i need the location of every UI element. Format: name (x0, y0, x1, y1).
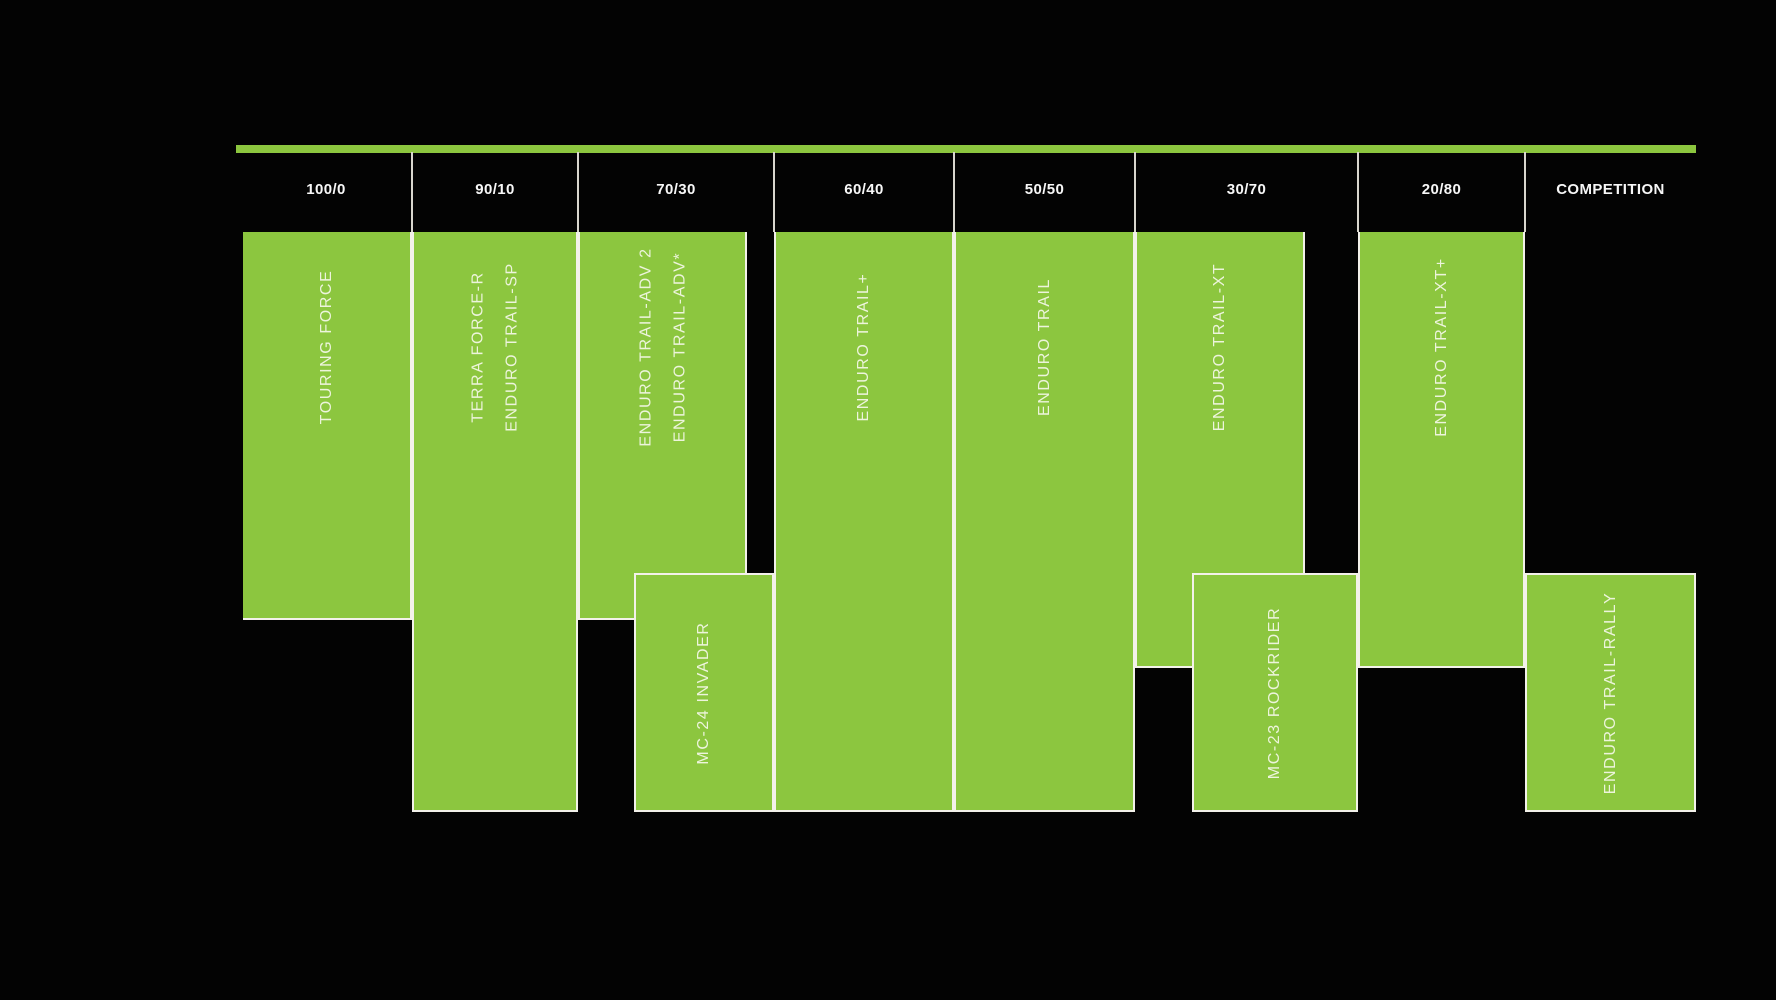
bar-label: TERRA FORCE-R ENDURO TRAIL-SP (469, 262, 520, 432)
column-header-label: 90/10 (475, 180, 515, 198)
column-header-competition: COMPETITION (1525, 153, 1696, 225)
bar-enduro-trail-rally: ENDURO TRAIL-RALLY (1525, 573, 1696, 812)
bar-mc-24-invader: MC-24 INVADER (634, 573, 774, 812)
column-header-20-80: 20/80 (1358, 153, 1525, 225)
column-header-label: COMPETITION (1556, 180, 1665, 198)
column-divider (411, 152, 413, 232)
column-header-label: 100/0 (306, 180, 346, 198)
column-header-30-70: 30/70 (1135, 153, 1358, 225)
column-header-60-40: 60/40 (774, 153, 954, 225)
bar-label: ENDURO TRAIL-XT (1211, 262, 1229, 432)
column-divider (773, 152, 775, 232)
column-header-label: 60/40 (844, 180, 884, 198)
bar-label: MC-23 ROCKRIDER (1266, 606, 1284, 779)
column-header-label: 30/70 (1226, 180, 1267, 198)
column-header-label: 50/50 (1024, 180, 1065, 198)
bar-label: MC-24 INVADER (695, 620, 713, 765)
bar-enduro-trail-plus: ENDURO TRAIL+ (774, 232, 954, 812)
column-header-70-30: 70/30 (578, 153, 774, 225)
bar-enduro-trail: ENDURO TRAIL (954, 232, 1135, 812)
bar-touring-force: TOURING FORCE (243, 232, 412, 620)
bar-mc-23-rockrider: MC-23 ROCKRIDER (1192, 573, 1358, 812)
column-divider (577, 152, 579, 232)
bar-label: ENDURO TRAIL-XT+ (1432, 257, 1450, 437)
column-header-90-10: 90/10 (412, 153, 578, 225)
column-divider (1134, 152, 1136, 232)
bar-enduro-trail-adv: ENDURO TRAIL-ADV 2 ENDURO TRAIL-ADV* (578, 232, 747, 620)
column-divider (1524, 152, 1526, 232)
column-divider (1357, 152, 1359, 232)
column-header-label: 70/30 (656, 180, 696, 198)
bar-label: ENDURO TRAIL-ADV 2 ENDURO TRAIL-ADV* (636, 247, 688, 447)
bar-label: ENDURO TRAIL (1035, 277, 1053, 417)
column-header-100-0: 100/0 (240, 153, 412, 225)
bar-label: ENDURO TRAIL+ (855, 272, 873, 422)
bar-label: ENDURO TRAIL-RALLY (1601, 591, 1619, 794)
bar-label: TOURING FORCE (317, 269, 335, 425)
header-accent-line (236, 145, 1696, 153)
bar-enduro-trail-xt-plus: ENDURO TRAIL-XT+ (1358, 232, 1525, 668)
column-header-label: 20/80 (1421, 180, 1462, 198)
bar-terra-force-r: TERRA FORCE-R ENDURO TRAIL-SP (412, 232, 578, 812)
column-header-50-50: 50/50 (954, 153, 1135, 225)
column-divider (953, 152, 955, 232)
